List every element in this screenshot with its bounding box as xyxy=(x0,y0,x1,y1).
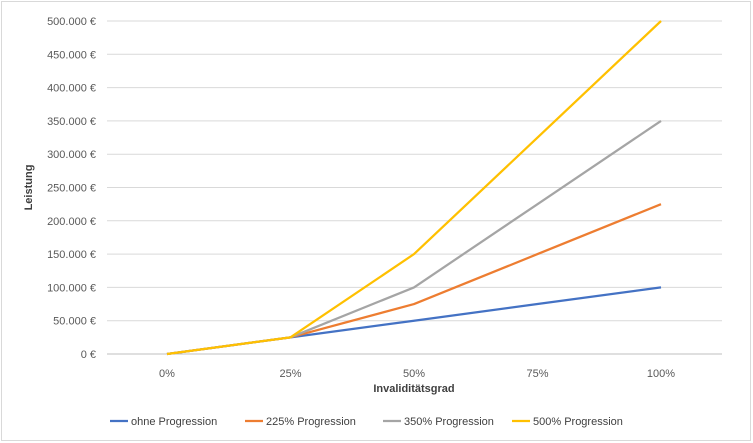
x-axis-ticks: 0% 25% 50% 75% 100% xyxy=(159,368,675,380)
legend: ohne Progression 225% Progression 350% Pro… xyxy=(110,416,623,428)
y-tick-label: 300.000 € xyxy=(47,149,96,161)
y-tick-label: 350.000 € xyxy=(47,116,96,128)
x-tick-label: 25% xyxy=(279,368,301,380)
series-line-500-progression xyxy=(166,20,662,356)
y-tick-label: 250.000 € xyxy=(47,183,96,195)
legend-label: 500% Progression xyxy=(533,416,623,428)
y-axis-title: Leistung xyxy=(23,165,35,211)
y-tick-label: 50.000 € xyxy=(53,316,96,328)
y-tick-label: 150.000 € xyxy=(47,249,96,261)
x-tick-label: 0% xyxy=(159,368,175,380)
legend-label: 350% Progression xyxy=(404,416,494,428)
x-tick-label: 75% xyxy=(526,368,548,380)
series-line-225-progression xyxy=(166,203,662,356)
y-tick-label: 200.000 € xyxy=(47,216,96,228)
legend-item: ohne Progression xyxy=(110,416,217,428)
x-axis-title: Invaliditätsgrad xyxy=(373,383,454,395)
y-tick-label: 400.000 € xyxy=(47,83,96,95)
gridlines xyxy=(107,20,722,355)
legend-label: ohne Progression xyxy=(131,416,217,428)
y-tick-label: 500.000 € xyxy=(47,16,96,28)
legend-label: 225% Progression xyxy=(266,416,356,428)
legend-item: 500% Progression xyxy=(512,416,623,428)
y-tick-label: 450.000 € xyxy=(47,49,96,61)
x-tick-label: 100% xyxy=(647,368,675,380)
y-tick-label: 0 € xyxy=(81,349,96,361)
x-tick-label: 50% xyxy=(403,368,425,380)
series-lines xyxy=(166,20,662,356)
series-line-350-progression xyxy=(166,119,662,356)
legend-item: 225% Progression xyxy=(245,416,356,428)
y-tick-label: 100.000 € xyxy=(47,282,96,294)
y-axis-ticks: 0 € 50.000 € 100.000 € 150.000 € 200.000 € 25… xyxy=(47,16,96,361)
legend-item: 350% Progression xyxy=(383,416,494,428)
